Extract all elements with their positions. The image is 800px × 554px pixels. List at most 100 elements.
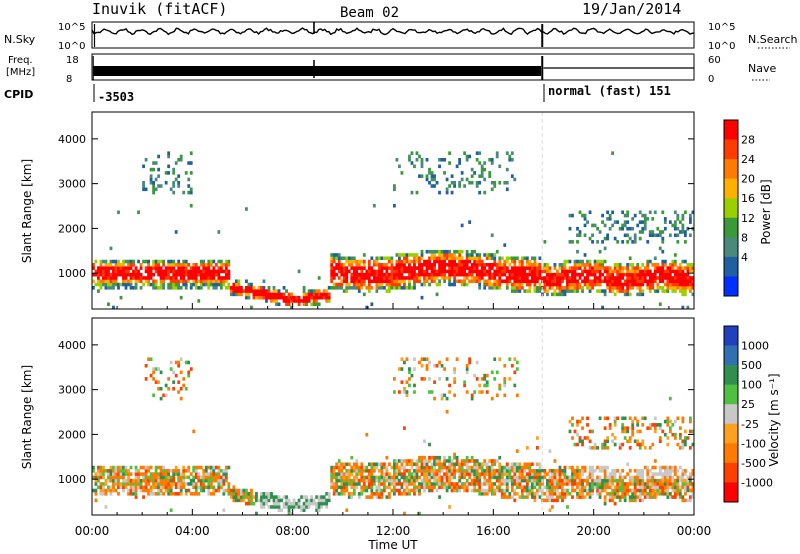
velocity-cell	[222, 469, 226, 473]
power-cell	[330, 256, 334, 261]
power-cell	[673, 233, 677, 238]
velocity-cell	[164, 482, 168, 486]
velocity-cell	[571, 488, 574, 493]
velocity-cell	[428, 488, 431, 493]
power-cell	[245, 292, 248, 297]
velocity-cell	[448, 459, 451, 463]
power-cell	[112, 286, 115, 290]
velocity-cell	[658, 436, 662, 440]
power-cell	[573, 263, 577, 267]
power-cell	[458, 272, 462, 277]
power-cell	[621, 282, 625, 287]
power-colorbar-tick: 28	[741, 134, 755, 147]
velocity-cell	[535, 469, 539, 473]
velocity-cell	[546, 472, 549, 476]
power-cell	[676, 279, 680, 284]
velocity-cell	[543, 475, 547, 480]
power-cell	[571, 282, 574, 287]
power-cell	[182, 282, 186, 287]
power-cell	[616, 269, 620, 274]
velocity-cell	[252, 495, 256, 499]
power-cell	[623, 223, 627, 228]
power-cell	[312, 292, 316, 297]
velocity-cell	[483, 475, 487, 480]
velocity-cell	[413, 488, 416, 493]
velocity-cell	[413, 357, 416, 361]
power-cell	[375, 263, 379, 267]
velocity-cell	[332, 469, 336, 473]
power-cell	[671, 282, 675, 287]
power-cell	[415, 253, 419, 257]
power-cell	[493, 184, 497, 188]
power-cell	[558, 282, 562, 287]
velocity-cell	[611, 469, 615, 473]
velocity-cell	[393, 475, 396, 480]
velocity-cell	[533, 469, 537, 473]
velocity-cell	[179, 485, 183, 490]
velocity-cell	[643, 495, 647, 499]
velocity-cell	[576, 485, 579, 490]
velocity-cell	[194, 482, 198, 486]
power-cell	[209, 259, 213, 264]
velocity-cell	[561, 492, 564, 496]
power-cell	[107, 266, 110, 270]
velocity-cell	[633, 478, 637, 483]
x-tick-label: 16:00	[476, 524, 511, 538]
velocity-cell	[415, 459, 419, 463]
velocity-cell	[189, 482, 193, 486]
power-cell	[423, 282, 426, 287]
velocity-cell	[651, 495, 655, 499]
power-cell	[603, 246, 607, 251]
power-cell	[347, 256, 351, 261]
power-cell	[179, 276, 183, 280]
power-cell	[588, 236, 592, 241]
velocity-cell	[325, 501, 329, 506]
velocity-cell	[147, 492, 150, 496]
power-cell	[393, 187, 396, 192]
velocity-cell	[322, 501, 326, 506]
velocity-cell	[676, 485, 680, 490]
power-cell	[556, 292, 559, 297]
power-cell	[144, 276, 148, 280]
power-cell	[174, 272, 178, 277]
velocity-cell	[666, 469, 670, 473]
power-cell	[646, 269, 650, 274]
power-cell	[405, 253, 409, 257]
velocity-cell	[443, 459, 446, 463]
power-cell	[683, 233, 687, 238]
power-cell	[668, 276, 672, 280]
power-cell	[483, 253, 487, 257]
power-cell	[102, 279, 105, 284]
velocity-cell	[515, 485, 519, 490]
power-cell	[222, 279, 226, 284]
velocity-cell	[152, 472, 156, 476]
power-cell	[571, 213, 574, 218]
power-cell	[646, 279, 650, 284]
velocity-cell	[613, 436, 617, 440]
velocity-cell	[571, 475, 574, 480]
power-cell	[147, 263, 150, 267]
velocity-cell	[463, 488, 467, 493]
velocity-cell	[568, 419, 572, 424]
power-cell	[525, 263, 529, 267]
power-cell	[360, 272, 364, 277]
power-cell	[443, 263, 446, 267]
velocity-cell	[603, 442, 607, 447]
power-cell	[212, 286, 216, 290]
power-cell	[601, 279, 604, 284]
power-cell	[488, 253, 492, 257]
power-cell	[656, 289, 660, 293]
velocity-cell	[611, 498, 615, 503]
power-cell	[415, 279, 419, 284]
power-cell	[656, 286, 660, 290]
velocity-cell	[438, 377, 441, 381]
velocity-cell	[661, 482, 665, 486]
power-cell	[638, 279, 642, 284]
power-cell	[159, 276, 163, 280]
power-cell	[114, 282, 118, 287]
power-cell	[663, 276, 667, 280]
velocity-cell	[653, 423, 657, 427]
velocity-cell	[440, 482, 444, 486]
power-cell	[114, 259, 118, 264]
power-cell	[332, 266, 336, 270]
